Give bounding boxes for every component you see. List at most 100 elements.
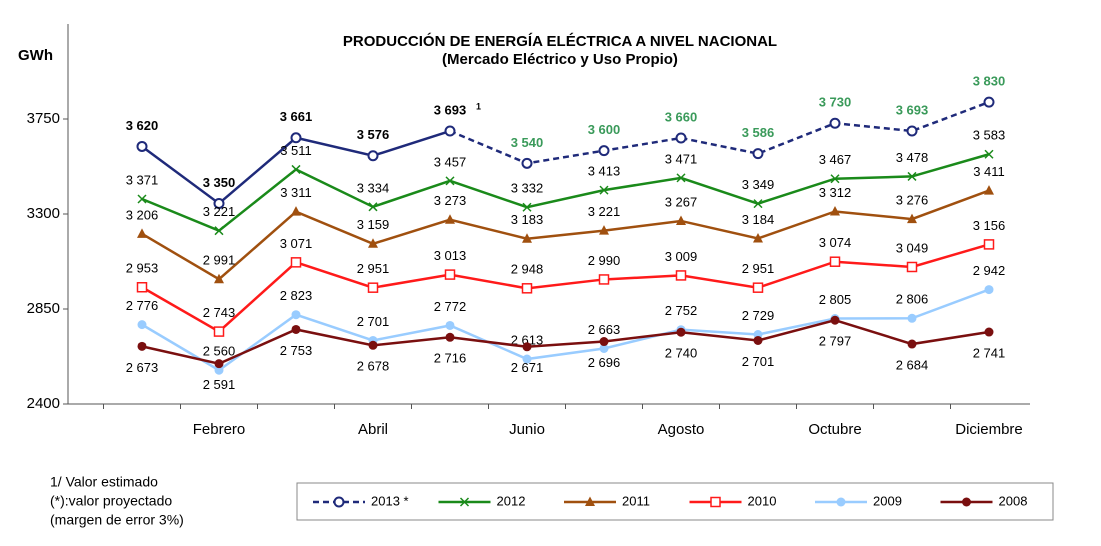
marker xyxy=(829,256,841,267)
marker xyxy=(367,282,379,293)
marker xyxy=(599,225,609,235)
marker xyxy=(214,365,224,375)
data-label: 2 673 xyxy=(126,360,159,375)
data-label: 3 156 xyxy=(973,218,1006,233)
data-label: 3 273 xyxy=(434,193,467,208)
y-tick-label: 2400 xyxy=(27,395,60,412)
marker xyxy=(752,282,764,293)
marker xyxy=(291,324,301,334)
marker xyxy=(214,226,224,236)
note: 1/ Valor estimado xyxy=(50,474,158,490)
data-label: 2 743 xyxy=(203,305,236,320)
marker xyxy=(444,269,456,280)
marker xyxy=(445,320,455,330)
note-marker: 1 xyxy=(476,101,481,111)
data-label: 3 311 xyxy=(280,185,312,200)
data-label: 3 206 xyxy=(126,207,159,222)
marker xyxy=(521,157,533,169)
data-label: 2 729 xyxy=(742,308,775,323)
data-label: 3 221 xyxy=(588,204,621,219)
data-label: 3 830 xyxy=(973,74,1006,89)
data-label: 3 660 xyxy=(665,109,698,124)
marker xyxy=(598,274,610,285)
marker xyxy=(290,132,302,144)
marker xyxy=(752,148,764,160)
x-tick-label: Diciembre xyxy=(955,421,1023,438)
series-line xyxy=(141,189,990,281)
y-tick-label: 3300 xyxy=(27,205,60,222)
x-tick-label: Junio xyxy=(509,421,545,438)
marker xyxy=(753,199,763,209)
marker xyxy=(137,194,147,204)
data-label: 2 797 xyxy=(819,334,852,349)
series-line xyxy=(141,318,990,365)
marker xyxy=(984,185,994,195)
legend-label: 2013 * xyxy=(371,493,409,508)
marker xyxy=(290,257,302,268)
marker xyxy=(830,174,840,184)
data-label: 2 701 xyxy=(742,354,775,369)
marker xyxy=(907,339,917,349)
data-label: 3 371 xyxy=(126,172,159,187)
marker xyxy=(676,215,686,225)
data-label: 2 805 xyxy=(819,292,852,307)
marker xyxy=(445,214,455,224)
data-label: 2 772 xyxy=(434,299,467,314)
note: (margen de error 3%) xyxy=(50,512,184,528)
data-label: 2 560 xyxy=(203,344,236,359)
data-label: 3 540 xyxy=(511,135,544,150)
data-label: 3 221 xyxy=(203,204,236,219)
chart-title: PRODUCCIÓN DE ENERGÍA ELÉCTRICA A NIVEL … xyxy=(343,32,777,50)
data-label: 3 583 xyxy=(973,128,1006,143)
data-label: 2 591 xyxy=(203,377,236,392)
marker xyxy=(368,238,378,248)
data-label: 2 951 xyxy=(742,261,775,276)
legend-label: 2011 xyxy=(622,493,650,508)
marker xyxy=(522,202,532,212)
marker xyxy=(522,354,532,364)
data-label: 3 350 xyxy=(203,175,236,190)
legend-label: 2012 xyxy=(497,493,526,508)
data-label: 3 413 xyxy=(588,164,621,179)
data-label: 3 184 xyxy=(742,212,775,227)
note: (*):valor proyectado xyxy=(50,493,172,509)
series-line xyxy=(449,100,990,165)
marker xyxy=(830,315,840,325)
data-label: 3 159 xyxy=(357,217,390,232)
y-tick-label: 3750 xyxy=(27,110,60,127)
marker xyxy=(906,261,918,273)
marker xyxy=(710,496,721,508)
data-label: 3 312 xyxy=(819,185,852,200)
marker xyxy=(291,164,301,174)
marker xyxy=(291,206,301,216)
marker xyxy=(598,145,610,157)
marker xyxy=(522,342,532,352)
y-axis-label: GWh xyxy=(18,47,53,64)
data-label: 2 752 xyxy=(665,303,698,318)
marker xyxy=(136,282,148,293)
data-label: 2 948 xyxy=(511,262,544,277)
data-label: 2 823 xyxy=(280,288,313,303)
data-label: 2 696 xyxy=(588,355,621,370)
x-tick-label: Agosto xyxy=(658,421,705,438)
marker xyxy=(291,310,301,320)
marker xyxy=(983,239,995,250)
data-label: 3 457 xyxy=(434,154,467,169)
data-label: 3 411 xyxy=(973,164,1005,179)
data-label: 2 671 xyxy=(511,360,544,375)
marker xyxy=(907,171,917,181)
marker xyxy=(445,176,455,186)
x-tick-label: Febrero xyxy=(193,421,246,438)
data-label: 3 009 xyxy=(665,249,698,264)
data-label: 2 740 xyxy=(665,346,698,361)
marker xyxy=(962,497,971,507)
marker xyxy=(906,125,918,137)
marker xyxy=(585,496,595,506)
data-label: 3 267 xyxy=(665,194,698,209)
data-label: 2 684 xyxy=(896,357,929,372)
legend-label: 2009 xyxy=(873,493,902,508)
legend-label: 2010 xyxy=(748,493,777,508)
data-label: 3 511 xyxy=(280,143,312,158)
data-label: 2 613 xyxy=(511,332,544,347)
